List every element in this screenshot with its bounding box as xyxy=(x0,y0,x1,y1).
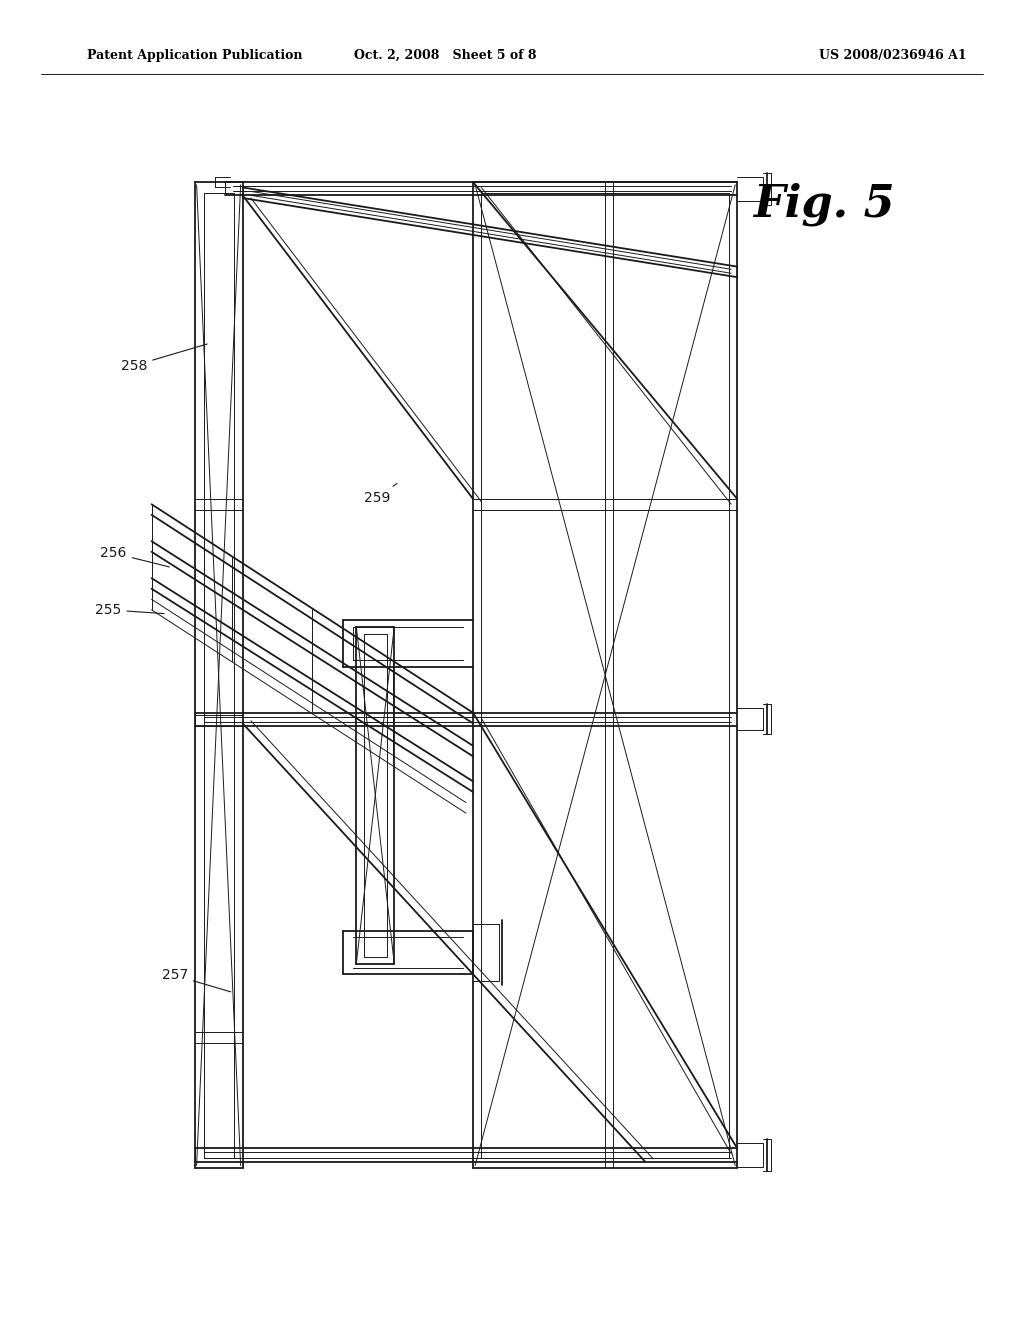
Text: 255: 255 xyxy=(95,603,164,616)
Text: US 2008/0236946 A1: US 2008/0236946 A1 xyxy=(819,49,967,62)
Text: Patent Application Publication: Patent Application Publication xyxy=(87,49,302,62)
Text: 256: 256 xyxy=(100,546,169,566)
Text: 258: 258 xyxy=(121,345,207,372)
Text: Fig. 5: Fig. 5 xyxy=(753,183,894,226)
Text: 257: 257 xyxy=(162,969,230,991)
Text: Oct. 2, 2008   Sheet 5 of 8: Oct. 2, 2008 Sheet 5 of 8 xyxy=(354,49,537,62)
Text: 259: 259 xyxy=(364,483,397,504)
